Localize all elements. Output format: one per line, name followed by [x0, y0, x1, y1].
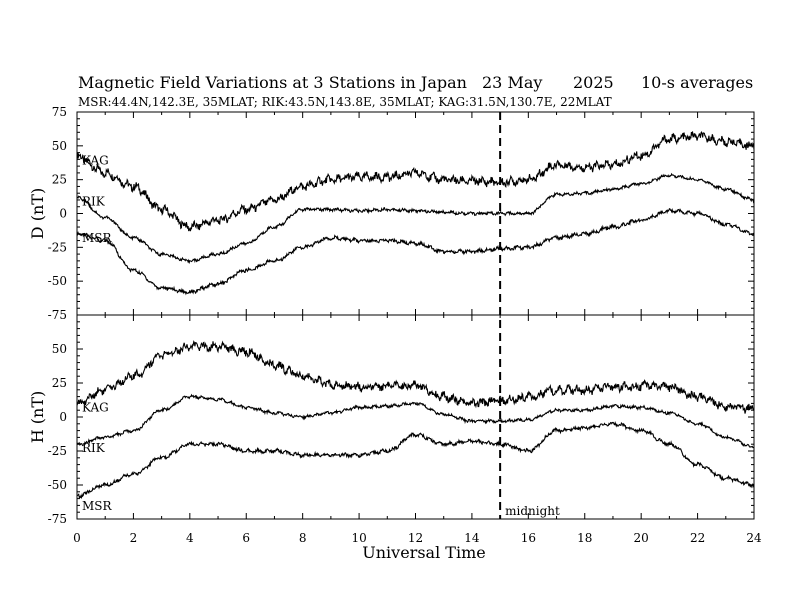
series-label-rik-d: RIK: [82, 194, 106, 208]
x-tick-label: 18: [577, 531, 592, 545]
y-axis-label-h: H (nT): [28, 391, 47, 444]
x-tick-label: 2: [130, 531, 138, 545]
series-label-kag-d: KAG: [82, 154, 109, 168]
chart-title: Magnetic Field Variations at 3 Stations …: [78, 73, 467, 92]
y-axis-label-d: D (nT): [28, 188, 47, 239]
series-line-msr-h: [76, 421, 755, 500]
y-tick-label-h: 50: [52, 342, 67, 356]
y-tick-label-d: 0: [59, 207, 67, 221]
y-tick-label-d: -25: [48, 240, 67, 254]
midnight-label: midnight: [505, 504, 560, 518]
x-tick-label: 14: [464, 531, 480, 545]
x-tick-label: 24: [746, 531, 762, 545]
x-tick-label: 6: [242, 531, 250, 545]
h-panel: 50 25 0 -25 -50 -75 H (nT) KAG RIK MSR: [28, 314, 755, 526]
chart-year: 2025: [573, 73, 614, 92]
series-label-kag-h: KAG: [82, 400, 109, 414]
y-tick-label-h: 0: [59, 410, 67, 424]
x-axis-label: Universal Time: [362, 543, 485, 562]
station-info: MSR:44.4N,142.3E, 35MLAT; RIK:43.5N,143.…: [78, 95, 612, 109]
series-line-rik-h: [76, 393, 755, 449]
y-tick-label-h: -75: [48, 512, 67, 526]
series-line-msr-d: [76, 208, 755, 296]
y-tick-label-h: 25: [52, 376, 67, 390]
y-tick-label-d: 25: [52, 173, 67, 187]
series-line-kag-d: [76, 130, 755, 232]
series-label-rik-h: RIK: [82, 441, 106, 455]
x-axis: 0 2 4 6 8 10 12 14 16 18 20 22 24: [73, 531, 762, 545]
x-tick-label: 10: [351, 531, 366, 545]
x-tick-label: 22: [690, 531, 705, 545]
series-line-kag-h: [76, 340, 755, 414]
chart-averaging: 10-s averages: [641, 73, 753, 92]
y-tick-label-h: -50: [48, 478, 67, 492]
x-tick-label: 4: [186, 531, 194, 545]
y-tick-label-d: 50: [52, 139, 67, 153]
series-label-msr-d: MSR: [82, 231, 113, 245]
x-tick-label: 8: [299, 531, 307, 545]
panel-frame-h: [76, 314, 755, 520]
x-tick-label: 16: [521, 531, 536, 545]
series-line-rik-d: [76, 172, 755, 265]
chart-date: 23 May: [482, 73, 542, 92]
panel-frame-d: [76, 111, 755, 316]
x-tick-label: 0: [73, 531, 81, 545]
y-tick-label-h: -25: [48, 444, 67, 458]
d-panel: 75 50 25 0 -25 -50 -75 D (nT) KAG RIK MSR: [28, 105, 755, 322]
x-tick-label: 12: [408, 531, 423, 545]
y-tick-label-d: -75: [48, 308, 67, 322]
x-tick-label: 20: [634, 531, 649, 545]
series-label-msr-h: MSR: [82, 499, 113, 513]
y-tick-label-d: -50: [48, 274, 67, 288]
y-tick-label-d: 75: [52, 105, 67, 119]
